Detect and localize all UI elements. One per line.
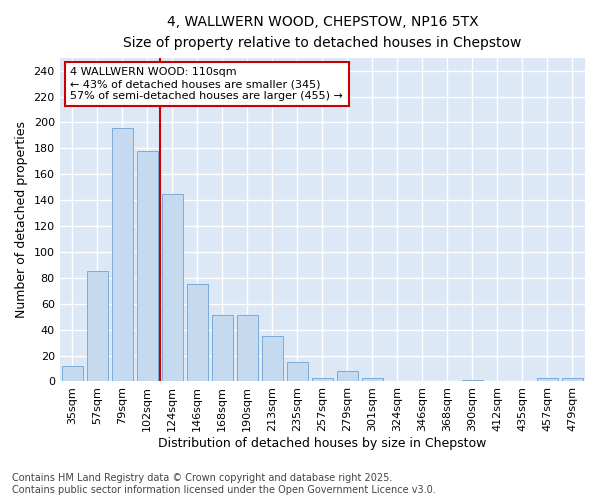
Bar (337, 371, 358, 382)
Bar (362, 378, 383, 382)
Bar (212, 316, 233, 382)
Y-axis label: Number of detached properties: Number of detached properties (15, 121, 28, 318)
Bar (462, 380, 483, 382)
Bar (537, 378, 558, 382)
Bar (62, 366, 83, 382)
Bar (262, 336, 283, 382)
X-axis label: Distribution of detached houses by size in Chepstow: Distribution of detached houses by size … (158, 437, 487, 450)
Title: 4, WALLWERN WOOD, CHEPSTOW, NP16 5TX
Size of property relative to detached house: 4, WALLWERN WOOD, CHEPSTOW, NP16 5TX Siz… (123, 15, 521, 50)
Bar (112, 128, 133, 382)
Bar (287, 362, 308, 382)
Bar (562, 378, 583, 382)
Bar (187, 284, 208, 382)
Bar (236, 316, 258, 382)
Bar (137, 151, 158, 382)
Text: 4 WALLWERN WOOD: 110sqm
← 43% of detached houses are smaller (345)
57% of semi-d: 4 WALLWERN WOOD: 110sqm ← 43% of detache… (70, 68, 343, 100)
Bar (86, 272, 108, 382)
Bar (312, 378, 333, 382)
Bar (161, 194, 183, 382)
Text: Contains HM Land Registry data © Crown copyright and database right 2025.
Contai: Contains HM Land Registry data © Crown c… (12, 474, 436, 495)
